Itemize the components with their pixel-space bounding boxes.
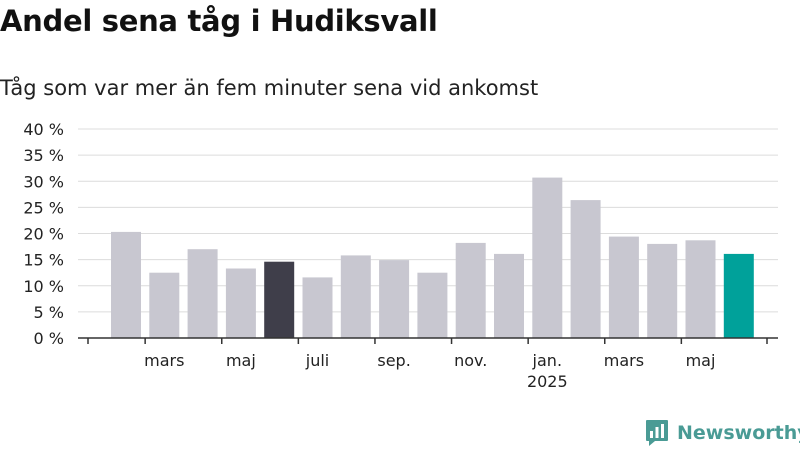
gridlines xyxy=(78,128,778,313)
bar-2025-04 xyxy=(647,243,678,338)
bar-2025-06 xyxy=(723,253,754,338)
y-tick-label: 0 % xyxy=(34,329,64,348)
y-tick-label: 20 % xyxy=(23,225,64,244)
bar-2024-10 xyxy=(417,272,448,338)
newsworthy-logo-icon xyxy=(646,420,668,446)
bar-2025-03 xyxy=(608,236,639,338)
bar-2024-06 xyxy=(264,261,295,338)
bar-2024-08 xyxy=(340,255,371,338)
y-tick-label: 5 % xyxy=(34,303,64,322)
brand: Newsworthy xyxy=(645,419,800,447)
y-tick-label: 15 % xyxy=(23,251,64,270)
y-tick-label: 10 % xyxy=(23,277,64,296)
bar-2024-07 xyxy=(302,277,333,338)
chart-title: Andel sena tåg i Hudiksvall xyxy=(0,4,438,38)
bar-2024-12 xyxy=(494,253,524,338)
x-tick-sublabel: 2025 xyxy=(527,372,568,391)
bar-2024-03 xyxy=(149,272,180,338)
bar-2025-05 xyxy=(685,240,716,338)
bar-2024-05 xyxy=(225,268,256,338)
x-tick-label: sep. xyxy=(377,351,410,370)
bar-2024-04 xyxy=(187,249,218,338)
bar-2024-11 xyxy=(455,242,486,338)
bar-2024-09 xyxy=(379,260,410,338)
y-tick-label: 35 % xyxy=(23,146,64,165)
bar-2024-02 xyxy=(111,231,141,338)
bars xyxy=(111,177,754,338)
x-axis: mars maj juli sep. nov. jan. 2025 mars maj xyxy=(78,337,778,391)
bar-2025-02 xyxy=(570,200,601,338)
y-axis-tick-labels: 0 % 5 % 10 % 15 % 20 % 25 % 30 % 35 % 40 % xyxy=(23,120,64,348)
bar-2025-01 xyxy=(532,177,563,338)
chart-subtitle: Tåg som var mer än fem minuter sena vid … xyxy=(0,76,539,100)
y-tick-label: 25 % xyxy=(23,198,64,217)
y-tick-label: 40 % xyxy=(23,120,64,139)
brand-name: Newsworthy xyxy=(677,422,800,444)
x-tick-label: mars xyxy=(604,351,644,370)
x-tick-label: juli xyxy=(305,351,329,370)
x-tick-label: mars xyxy=(144,351,184,370)
x-tick-label: nov. xyxy=(454,351,487,370)
x-tick-label: maj xyxy=(226,351,256,370)
x-tick-label: maj xyxy=(686,351,716,370)
y-tick-label: 30 % xyxy=(23,172,64,191)
x-tick-label: jan. xyxy=(532,351,562,370)
